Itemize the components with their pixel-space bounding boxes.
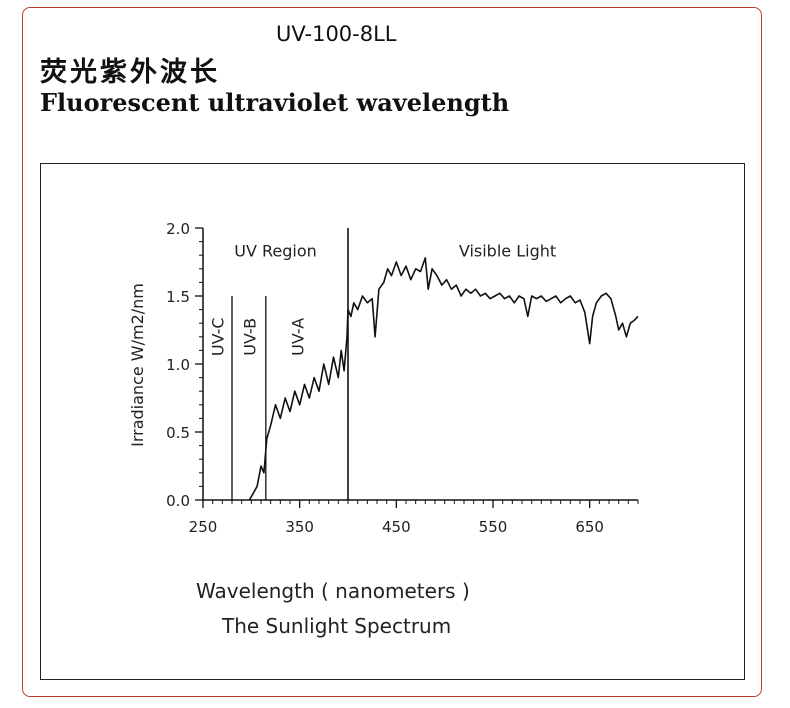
x-tick-label: 250 xyxy=(189,518,218,536)
chart-series xyxy=(248,257,639,501)
uv-b-label: UV-B xyxy=(240,318,259,356)
spectrum-line xyxy=(248,257,639,501)
y-tick-label: 1.0 xyxy=(166,356,190,374)
y-tick-label: 1.5 xyxy=(166,288,190,306)
title-english: Fluorescent ultraviolet wavelength xyxy=(40,88,510,117)
chart-axes xyxy=(202,228,638,501)
y-tick-label: 0.5 xyxy=(166,424,190,442)
chart-frame xyxy=(40,163,745,680)
outer-frame xyxy=(22,7,762,697)
y-tick-label: 2.0 xyxy=(166,220,190,238)
visible-light-label: Visible Light xyxy=(459,242,556,261)
chart-ticks: 0.0 0.5 1.0 1.5 2.0 250 350 450 550 650 xyxy=(166,220,639,536)
model-number: UV-100-8LL xyxy=(276,22,397,46)
x-tick-label: 550 xyxy=(479,518,508,536)
x-axis-label: Wavelength ( nanometers ) xyxy=(196,579,470,603)
uv-region-label: UV Region xyxy=(234,242,317,261)
uv-c-label: UV-C xyxy=(209,317,228,356)
y-tick-label: 0.0 xyxy=(166,492,190,510)
region-dividers: UV Region Visible Light UV-C UV-B UV-A xyxy=(209,228,556,500)
uv-a-label: UV-A xyxy=(289,318,308,356)
title-chinese: 荧光紫外波长 xyxy=(40,57,220,88)
x-tick-label: 650 xyxy=(575,518,604,536)
y-axis-label: Irradiance W/m2/nm xyxy=(128,283,147,447)
x-tick-label: 450 xyxy=(382,518,411,536)
x-tick-label: 350 xyxy=(285,518,314,536)
chart-caption: The Sunlight Spectrum xyxy=(222,614,452,638)
